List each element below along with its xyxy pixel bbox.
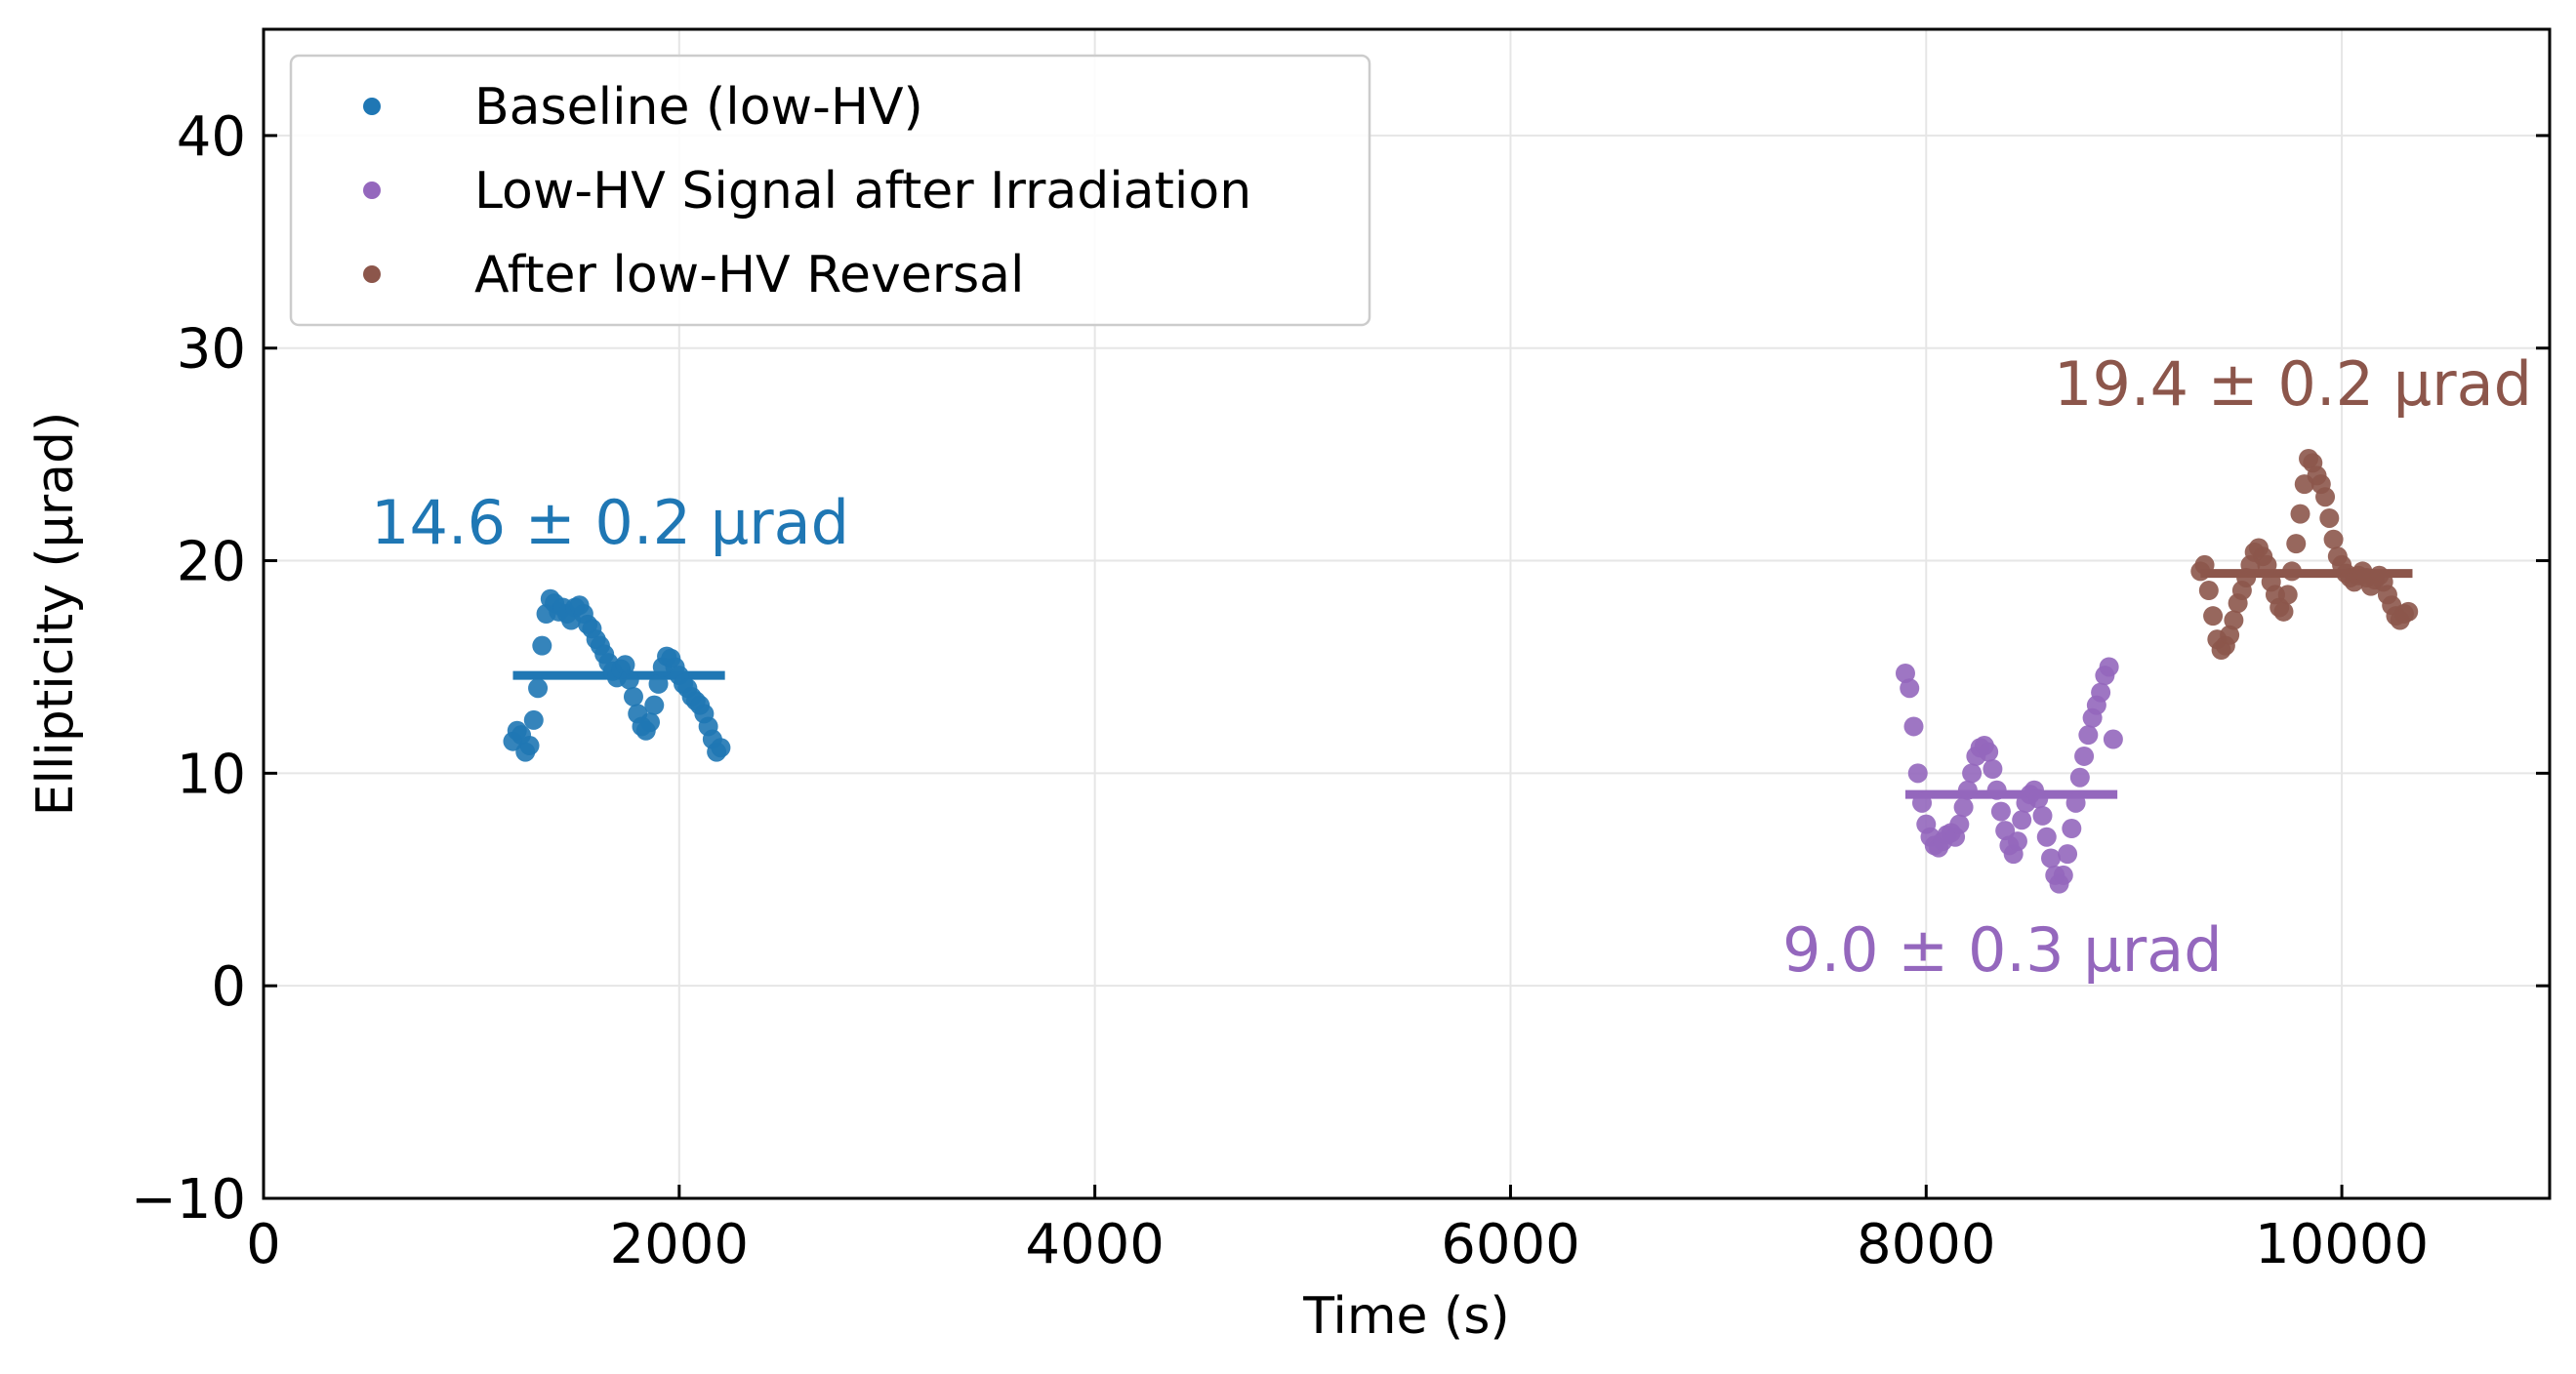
data-point	[2198, 581, 2219, 601]
data-point	[2273, 601, 2294, 622]
data-point	[2290, 504, 2310, 524]
irradiation-mean-annotation: 9.0 ± 0.3 μrad	[1782, 914, 2223, 986]
data-point	[1949, 814, 1970, 834]
data-point	[2286, 534, 2307, 554]
data-point	[2053, 865, 2073, 885]
data-point	[2028, 788, 2049, 809]
data-point	[1962, 763, 1983, 784]
data-point	[2099, 657, 2119, 677]
data-point	[2032, 805, 2053, 826]
data-point	[1979, 742, 1999, 762]
data-point	[2319, 507, 2340, 528]
x-tick-label: 2000	[610, 1213, 750, 1276]
data-point	[1990, 801, 2011, 822]
y-tick-label: 0	[211, 955, 246, 1019]
x-tick-label: 4000	[1025, 1213, 1165, 1276]
legend-label-baseline: Baseline (low-HV)	[474, 78, 923, 137]
data-point	[2069, 767, 2090, 788]
data-point	[2220, 625, 2240, 645]
data-point	[2065, 792, 2086, 813]
y-tick-label: 20	[177, 531, 246, 594]
legend-label-reversal: After low-HV Reversal	[474, 246, 1025, 304]
y-tick-label: 10	[177, 743, 246, 806]
data-points	[503, 448, 2419, 894]
legend-box	[289, 54, 1371, 327]
data-point	[2257, 554, 2277, 575]
data-point	[2398, 601, 2419, 622]
data-point	[1912, 792, 1933, 813]
legend-label-irradiation: Low-HV Signal after Irradiation	[474, 162, 1251, 221]
data-point	[2281, 561, 2302, 582]
x-tick-label: 10000	[2255, 1213, 2429, 1276]
data-point	[1907, 763, 1928, 784]
x-axis-label: Time (s)	[1302, 1287, 1509, 1346]
annotations: 14.6 ± 0.2 μrad 9.0 ± 0.3 μrad 19.4 ± 0.…	[371, 348, 2532, 986]
data-point	[2074, 746, 2095, 766]
data-point	[2062, 818, 2082, 838]
baseline-mean-annotation: 14.6 ± 0.2 μrad	[371, 487, 849, 558]
data-point	[2203, 606, 2224, 626]
plot-frame	[262, 27, 2552, 1200]
data-point	[1983, 759, 2003, 780]
data-point	[648, 673, 669, 694]
data-point	[1957, 780, 1978, 800]
data-point	[2007, 831, 2027, 852]
data-point	[2091, 682, 2111, 703]
data-point	[615, 655, 635, 675]
data-point	[523, 709, 544, 730]
x-tick-label: 0	[246, 1213, 281, 1276]
data-point	[2058, 844, 2078, 865]
data-point	[1900, 678, 1920, 699]
data-point	[2012, 810, 2032, 830]
data-point	[2194, 554, 2215, 575]
mean-lines	[512, 569, 2413, 799]
data-point	[2277, 585, 2298, 605]
data-point	[528, 678, 549, 699]
data-point	[1986, 780, 2007, 800]
y-tick-label: 30	[177, 318, 246, 382]
data-point	[2078, 725, 2099, 746]
data-point	[623, 686, 643, 707]
data-point	[711, 738, 731, 758]
data-point	[619, 669, 639, 690]
y-axis-label: Ellipticity (μrad)	[26, 412, 85, 817]
data-point	[2103, 729, 2123, 749]
data-point	[640, 712, 661, 733]
data-point	[519, 736, 540, 756]
data-point	[644, 695, 665, 715]
x-tick-label: 6000	[1441, 1213, 1580, 1276]
legend-marker-baseline	[363, 98, 381, 115]
data-point	[532, 635, 552, 656]
data-point	[1953, 797, 1974, 818]
data-point	[2315, 487, 2336, 507]
legend: Baseline (low-HV) Low-HV Signal after Ir…	[289, 54, 1371, 327]
y-tick-label: 40	[177, 105, 246, 169]
data-point	[1903, 716, 1924, 737]
legend-marker-irradiation	[363, 182, 381, 199]
data-point	[2041, 848, 2062, 869]
reversal-mean-annotation: 19.4 ± 0.2 μrad	[2054, 348, 2532, 420]
data-point	[1895, 663, 1915, 683]
data-point	[2036, 827, 2057, 847]
x-tick-label: 8000	[1857, 1213, 1996, 1276]
data-point	[2224, 610, 2244, 630]
legend-marker-reversal	[363, 265, 381, 283]
y-tick-label: −10	[131, 1168, 246, 1232]
data-point	[2323, 529, 2344, 549]
